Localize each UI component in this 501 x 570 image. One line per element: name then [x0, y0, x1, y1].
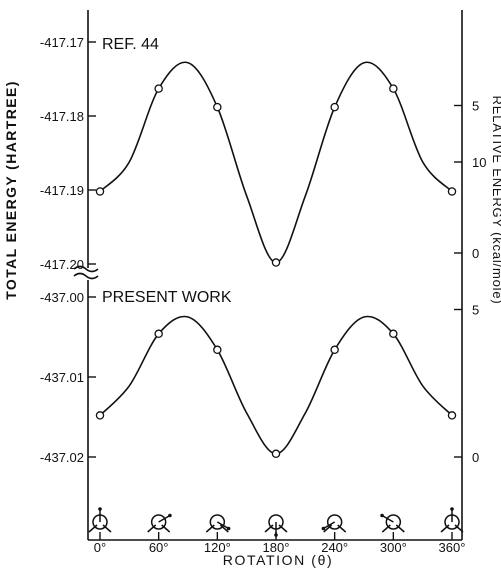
right-tick-label: 0: [472, 450, 479, 465]
conformer-diagram-icon: [264, 514, 288, 537]
axis-break-mark: [73, 265, 99, 273]
conformer-diagram-icon: [88, 507, 112, 533]
left-tick-label: -417.20: [40, 257, 84, 272]
data-point: [213, 102, 222, 112]
data-point: [213, 345, 222, 355]
x-axis-label: ROTATION (θ): [223, 552, 333, 568]
data-point: [154, 84, 163, 93]
y-axis-label-right: RELATIVE ENERGY (kcal/mole): [490, 96, 501, 305]
left-tick-label: -417.18: [40, 109, 84, 124]
data-point: [95, 187, 105, 196]
x-tick-label: 60°: [149, 540, 169, 555]
data-point: [447, 187, 457, 196]
conformer-diagram-icon: [321, 514, 347, 533]
axis-break-mark: [73, 272, 99, 280]
data-point: [154, 329, 163, 339]
data-point: [271, 258, 281, 267]
data-point: [389, 329, 398, 339]
left-tick-label: -437.00: [40, 290, 84, 305]
x-tick-label: 240°: [321, 540, 348, 555]
data-point: [95, 411, 105, 420]
panel-annotation-ref44: REF. 44: [102, 36, 159, 53]
data-point: [389, 84, 398, 93]
conformer-diagram-icon: [205, 514, 231, 533]
data-point: [330, 102, 339, 112]
series-line: [99, 61, 453, 264]
left-tick-label: -417.17: [40, 35, 84, 50]
conformer-diagram-icon: [380, 513, 405, 533]
x-tick-label: 120°: [204, 540, 231, 555]
x-tick-label: 300°: [380, 540, 407, 555]
data-point: [330, 345, 339, 355]
x-tick-label: 0°: [94, 540, 106, 555]
conformer-diagram-icon: [147, 513, 172, 533]
right-tick-label: 5: [472, 303, 479, 318]
right-tick-label: 0: [472, 246, 479, 261]
series-line: [99, 315, 453, 455]
right-tick-label: 5: [472, 99, 479, 114]
conformer-diagram-icon: [440, 507, 464, 533]
panel-annotation-present-work: PRESENT WORK: [102, 289, 232, 306]
data-point: [271, 449, 281, 459]
left-tick-label: -437.01: [40, 370, 84, 385]
x-tick-label: 360°: [439, 540, 466, 555]
plot-frame: [73, 10, 463, 541]
left-tick-label: -417.19: [40, 183, 84, 198]
y-axis-label-left: TOTAL ENERGY (HARTREE): [3, 80, 19, 300]
left-tick-label: -437.02: [40, 450, 84, 465]
right-tick-label: 10: [472, 155, 486, 170]
data-point: [447, 411, 457, 420]
x-tick-label: 180°: [263, 540, 290, 555]
